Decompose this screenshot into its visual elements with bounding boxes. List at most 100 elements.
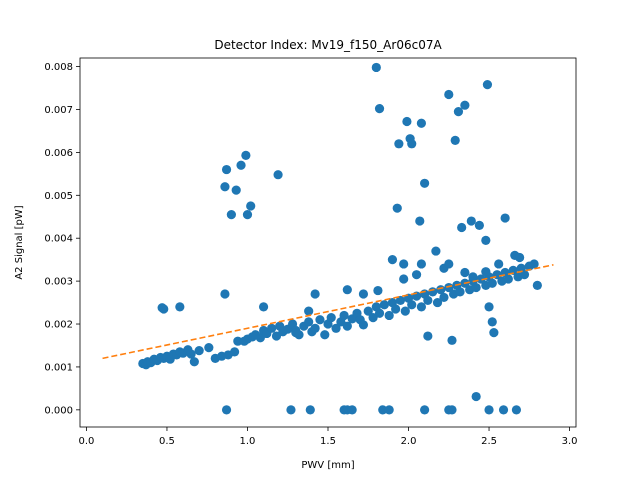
data-point	[487, 317, 497, 327]
data-point	[304, 317, 314, 327]
data-point	[468, 272, 478, 282]
x-tick-label: 1.5	[320, 436, 336, 447]
data-point	[374, 104, 385, 114]
data-point	[358, 289, 369, 299]
x-tick-label: 2.5	[481, 436, 497, 447]
data-point	[186, 349, 196, 359]
data-point	[453, 107, 464, 117]
data-point	[487, 278, 497, 288]
data-point	[241, 150, 251, 160]
y-tick-label: 0.002	[44, 320, 73, 331]
data-point	[484, 302, 494, 312]
data-point	[420, 405, 430, 415]
data-point	[226, 210, 236, 220]
data-point	[230, 347, 240, 357]
data-point	[358, 320, 369, 330]
data-point	[529, 259, 539, 269]
data-point	[519, 270, 530, 280]
x-axis-label: PWV [mm]	[301, 460, 354, 471]
data-point	[310, 289, 320, 299]
data-point	[304, 306, 314, 316]
data-point	[457, 222, 467, 233]
data-point	[508, 265, 518, 275]
fit-line	[102, 264, 554, 360]
data-point	[489, 328, 499, 338]
data-point	[373, 285, 383, 296]
data-point	[231, 185, 241, 195]
data-point	[511, 405, 522, 415]
data-point	[515, 252, 525, 263]
y-tick-label: 0.004	[44, 234, 73, 245]
y-tick-label: 0.007	[44, 105, 73, 116]
data-point	[310, 323, 320, 333]
y-tick-label: 0.006	[44, 148, 73, 159]
y-tick-label: 0.003	[44, 277, 73, 288]
data-point	[402, 116, 412, 127]
data-point	[394, 139, 404, 149]
data-point	[416, 302, 426, 312]
data-point	[286, 405, 296, 415]
data-point	[384, 405, 394, 415]
data-point	[379, 300, 389, 310]
plot-area	[102, 62, 554, 415]
data-point	[391, 304, 401, 314]
data-point	[267, 323, 277, 333]
data-point	[420, 178, 430, 188]
data-point	[498, 405, 509, 415]
data-point	[460, 100, 470, 110]
data-point	[416, 259, 426, 269]
data-point	[320, 330, 330, 340]
y-axis-label: A2 Signal [pW]	[14, 205, 25, 279]
data-point	[466, 216, 476, 226]
data-point	[484, 405, 494, 415]
data-point	[444, 259, 454, 269]
data-point	[439, 292, 449, 303]
data-point	[221, 405, 232, 415]
data-point	[395, 295, 406, 306]
data-point	[476, 274, 486, 284]
data-point	[384, 310, 394, 321]
data-point	[415, 216, 425, 226]
data-point	[326, 312, 336, 323]
x-axis: 0.0 0.5 1.0 1.5 2.0 2.5 3.0	[78, 427, 578, 447]
data-point	[220, 289, 230, 299]
data-point	[482, 80, 493, 90]
data-point	[455, 287, 465, 297]
y-tick-label: 0.005	[44, 191, 73, 202]
data-point	[503, 274, 513, 284]
data-point	[221, 164, 232, 175]
data-point	[371, 62, 381, 73]
data-point	[432, 297, 443, 308]
y-axis: 0.000 0.001 0.002 0.003 0.004 0.005 0.006 0.007…	[44, 62, 80, 416]
data-point	[378, 405, 388, 415]
data-point	[500, 213, 510, 223]
data-point	[444, 89, 454, 100]
data-point	[423, 295, 433, 306]
y-tick-label: 0.001	[44, 362, 73, 373]
chart-title: Detector Index: Mv19_f150_Ar06c07A	[214, 38, 442, 52]
data-point	[331, 323, 341, 333]
data-point	[447, 405, 457, 415]
data-point	[399, 274, 409, 284]
data-point	[347, 405, 357, 415]
data-point	[363, 306, 373, 316]
data-point	[532, 280, 542, 291]
data-point	[194, 346, 204, 356]
data-point	[246, 201, 256, 211]
data-point	[431, 246, 441, 256]
data-point	[494, 259, 504, 269]
data-point	[342, 285, 352, 295]
x-tick-label: 0.5	[159, 436, 175, 447]
data-point	[447, 335, 457, 345]
y-tick-label: 0.008	[44, 62, 73, 73]
data-point	[416, 118, 426, 128]
data-point	[399, 259, 409, 269]
x-tick-label: 3.0	[562, 436, 578, 447]
data-point	[407, 139, 417, 149]
data-point	[175, 302, 185, 312]
x-tick-label: 2.0	[401, 436, 417, 447]
data-point	[460, 267, 470, 278]
